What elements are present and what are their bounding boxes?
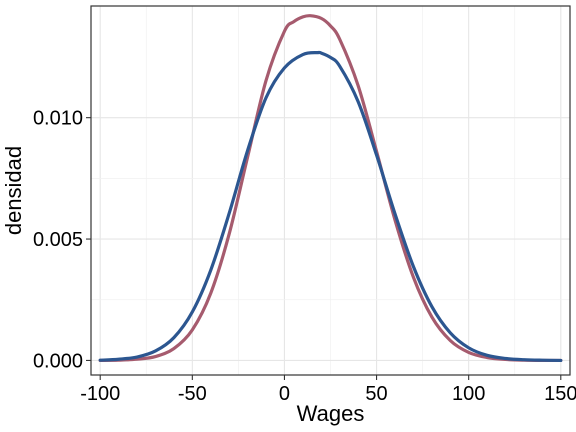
y-axis-title: densidad — [1, 146, 26, 235]
y-tick-label: 0.000 — [33, 350, 83, 372]
grid-lines — [91, 6, 570, 375]
plot-frame — [90, 5, 571, 376]
x-axis-title: Wages — [297, 401, 365, 426]
x-tick-label: -100 — [80, 383, 120, 405]
x-tick-label: 100 — [452, 383, 485, 405]
x-tick-label: 50 — [365, 383, 387, 405]
density-line-2 — [98, 50, 563, 363]
x-tick-label: 150 — [544, 383, 576, 405]
axis-ticks: -100 -50 0 50 100 150 0.000 0.005 0.010 — [33, 108, 576, 405]
x-tick-label: -50 — [178, 383, 207, 405]
density-line-1 — [98, 14, 563, 363]
y-tick-label: 0.010 — [33, 108, 83, 130]
density-series — [98, 14, 563, 363]
x-tick-label: 0 — [279, 383, 290, 405]
y-tick-label: 0.005 — [33, 229, 83, 251]
